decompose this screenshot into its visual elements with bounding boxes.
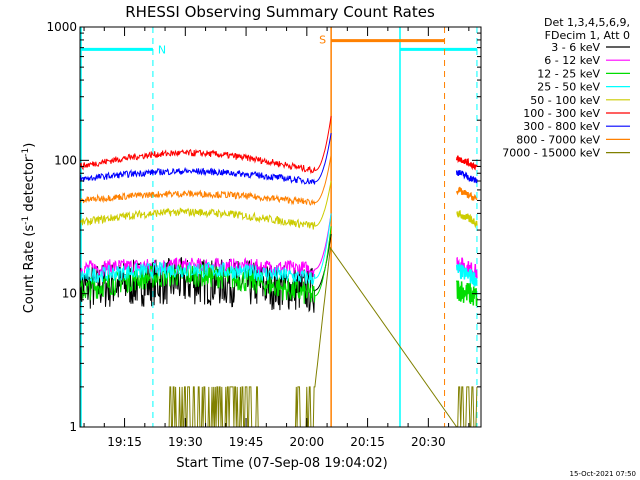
series-line	[79, 180, 332, 230]
legend-header-line-2: FDecim 1, Att 0	[545, 29, 630, 42]
x-tick-label: 19:15	[107, 435, 142, 449]
saa-label: S	[319, 34, 326, 47]
series-line	[79, 154, 332, 206]
legend-label: 7000 - 15000 keV	[502, 147, 600, 160]
series-line-post	[455, 280, 478, 307]
legend-label: 12 - 25 keV	[537, 67, 600, 80]
legend-label: 100 - 300 keV	[523, 107, 600, 120]
x-tick-label: 20:15	[350, 435, 385, 449]
series-line	[79, 133, 332, 185]
y-tick-label: 1	[69, 420, 77, 434]
x-tick-label: 20:30	[411, 435, 446, 449]
legend: Det 1,3,4,5,6,9, FDecim 1, Att 0 3 - 6 k…	[502, 16, 630, 160]
plot-frame	[79, 26, 482, 428]
series-line	[79, 115, 332, 175]
chart-title: RHESSI Observing Summary Count Rates	[125, 3, 435, 21]
y-axis-label: Count Rate (s-1 detector-1)	[21, 143, 37, 314]
x-tick-label: 20:00	[290, 435, 325, 449]
orbit-markers: NS	[80, 27, 478, 427]
night-label: N	[158, 43, 166, 56]
legend-header-line-1: Det 1,3,4,5,6,9,	[544, 16, 630, 29]
series-line-post	[456, 210, 478, 229]
y-tick-label: 100	[54, 153, 77, 167]
y-tick-label: 1000	[46, 20, 77, 34]
legend-label: 50 - 100 keV	[530, 94, 600, 107]
series-line	[79, 226, 332, 304]
series-line-post	[455, 170, 478, 184]
series-line-post	[455, 262, 478, 287]
legend-label: 800 - 7000 keV	[516, 133, 600, 146]
series-line	[79, 213, 332, 285]
x-tick-label: 19:45	[229, 435, 264, 449]
x-axis-label: Start Time (07-Sep-08 19:04:02)	[176, 456, 387, 471]
axes: 1 10 100 1000 19:15 19:30 19:45 20:00 20:15 20:30	[46, 20, 481, 449]
legend-label: 300 - 800 keV	[523, 120, 600, 133]
series-line-post	[455, 186, 478, 202]
y-tick-label: 10	[62, 287, 77, 301]
x-tick-label: 19:30	[168, 435, 203, 449]
series-layer	[79, 115, 478, 428]
legend-label: 25 - 50 keV	[537, 81, 600, 94]
footer-timestamp: 15-Oct-2021 07:50	[570, 470, 636, 478]
legend-label: 3 - 6 keV	[551, 41, 600, 54]
series-line-post	[455, 155, 478, 171]
legend-label: 6 - 12 keV	[544, 54, 600, 67]
